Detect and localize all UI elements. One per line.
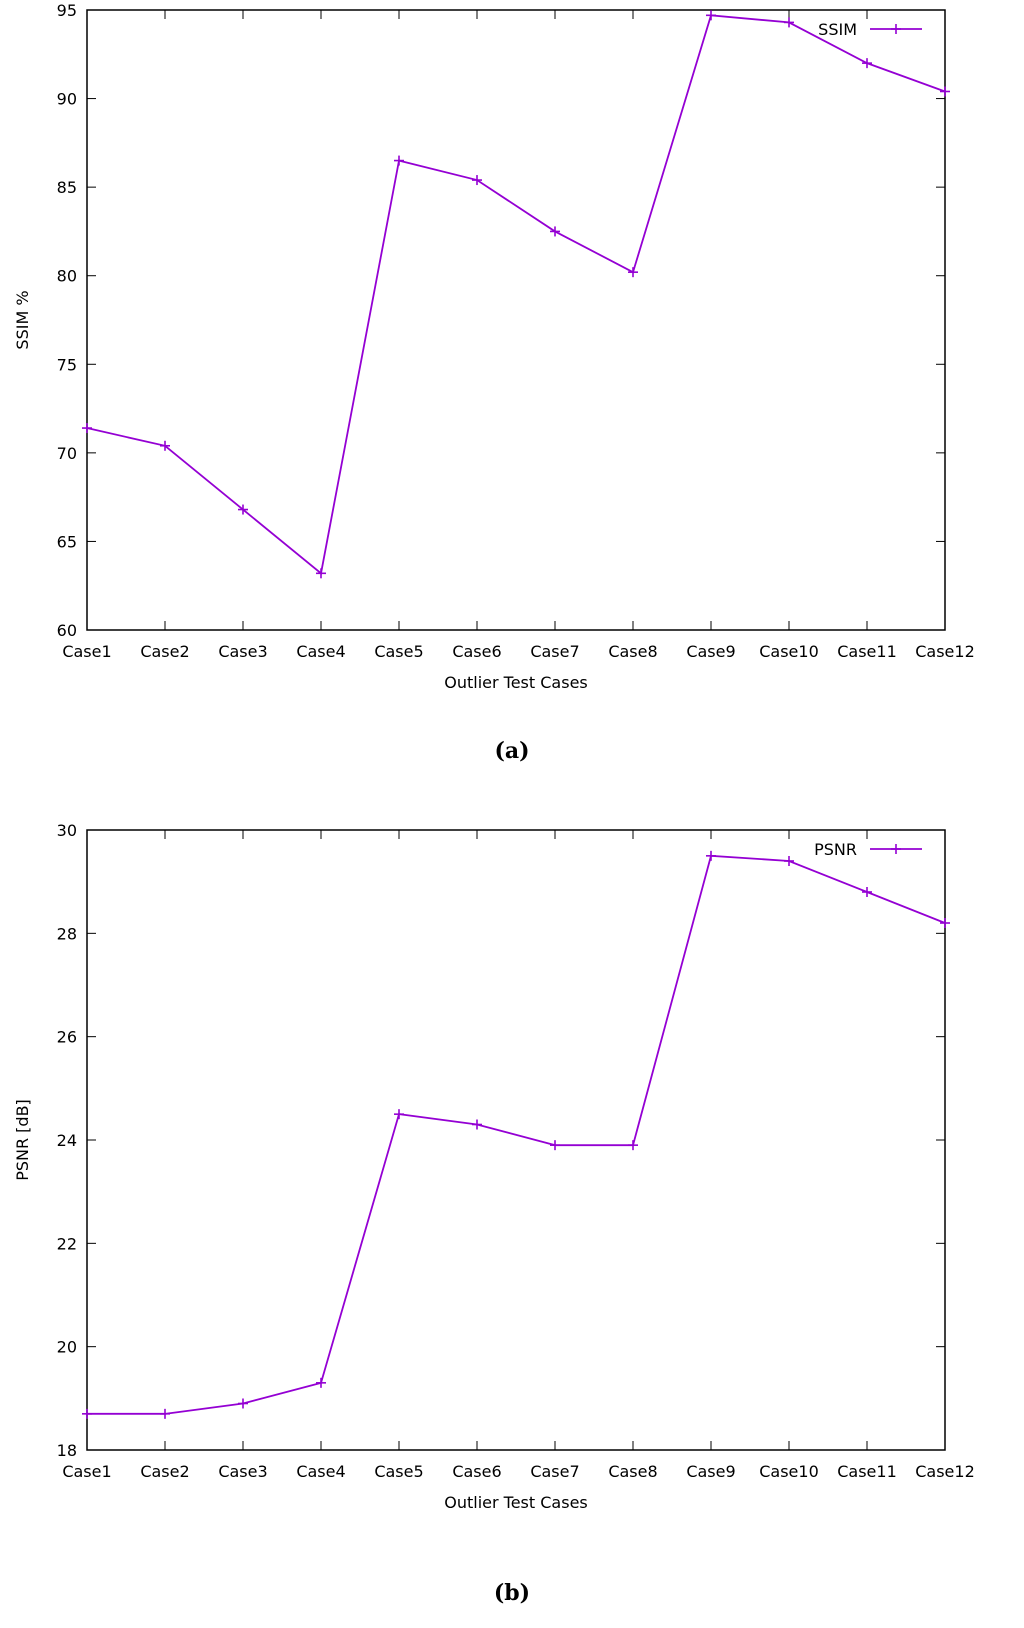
plot-frame bbox=[86, 9, 946, 631]
x-tick-label: Case9 bbox=[686, 642, 735, 661]
data-point bbox=[784, 856, 794, 866]
x-tick-label: Case11 bbox=[837, 1462, 897, 1481]
x-tick-label: Case12 bbox=[915, 642, 975, 661]
data-point bbox=[394, 1109, 404, 1120]
y-axis-label: PSNR [dB] bbox=[13, 1099, 32, 1181]
data-point bbox=[160, 1408, 170, 1419]
y-tick-label: 80 bbox=[57, 267, 77, 286]
y-tick-label: 85 bbox=[57, 178, 77, 197]
data-point bbox=[472, 1119, 482, 1130]
x-tick-label: Case8 bbox=[608, 642, 657, 661]
y-tick-label: 60 bbox=[57, 621, 77, 640]
x-tick-label: Case4 bbox=[296, 1462, 345, 1481]
plot-frame bbox=[86, 829, 946, 1451]
data-point bbox=[394, 155, 404, 166]
data-point bbox=[862, 887, 872, 897]
x-axis-label: Outlier Test Cases bbox=[444, 1493, 588, 1512]
x-tick-label: Case6 bbox=[452, 1462, 501, 1481]
y-tick-label: 65 bbox=[57, 532, 77, 551]
data-point bbox=[628, 267, 638, 278]
y-tick-label: 22 bbox=[57, 1234, 77, 1253]
data-point bbox=[862, 58, 872, 69]
legend-label: SSIM bbox=[818, 20, 857, 39]
x-tick-label: Case9 bbox=[686, 1462, 735, 1481]
y-tick-label: 26 bbox=[57, 1028, 77, 1047]
x-tick-label: Case3 bbox=[218, 642, 267, 661]
y-tick-label: 18 bbox=[57, 1441, 77, 1460]
data-point bbox=[940, 86, 950, 97]
x-tick-label: Case6 bbox=[452, 642, 501, 661]
legend-label: PSNR bbox=[814, 840, 857, 859]
caption-b: (b) bbox=[493, 1580, 531, 1606]
x-tick-label: Case3 bbox=[218, 1462, 267, 1481]
x-tick-label: Case10 bbox=[759, 1462, 819, 1481]
data-point bbox=[784, 17, 794, 28]
series-line-ssim bbox=[86, 14, 946, 575]
y-tick-label: 30 bbox=[57, 821, 77, 840]
y-tick-label: 90 bbox=[57, 90, 77, 109]
x-tick-label: Case1 bbox=[62, 1462, 111, 1481]
data-point bbox=[472, 175, 482, 186]
x-tick-label: Case1 bbox=[62, 642, 111, 661]
x-tick-label: Case5 bbox=[374, 642, 423, 661]
x-tick-label: Case11 bbox=[837, 642, 897, 661]
series-line-psnr bbox=[87, 854, 946, 1415]
x-tick-label: Case10 bbox=[759, 642, 819, 661]
data-point bbox=[706, 10, 716, 21]
legend-marker bbox=[870, 24, 922, 34]
x-tick-label: Case7 bbox=[530, 642, 579, 661]
y-tick-label: 75 bbox=[57, 355, 77, 374]
caption-a: (a) bbox=[494, 738, 530, 764]
data-point bbox=[82, 423, 92, 434]
y-tick-label: 20 bbox=[57, 1338, 77, 1357]
data-point bbox=[706, 850, 716, 861]
y-tick-label: 70 bbox=[57, 444, 77, 463]
data-point bbox=[238, 504, 248, 515]
legend-marker bbox=[870, 844, 922, 854]
x-tick-label: Case7 bbox=[530, 1462, 579, 1481]
psnr-chart: 18 20 22 24 26 28 30 Case1 Case2 Case3 Case4 Case5 C… bbox=[13, 821, 975, 1512]
ssim-chart: 60 65 70 75 80 85 90 95 Case1 Case2 Case3 Case4 Case… bbox=[13, 1, 975, 692]
y-axis-label: SSIM % bbox=[13, 290, 32, 349]
y-tick-label: 24 bbox=[57, 1131, 77, 1150]
y-tick-label: 95 bbox=[57, 1, 77, 20]
x-tick-label: Case2 bbox=[140, 642, 189, 661]
x-tick-label: Case4 bbox=[296, 642, 345, 661]
x-tick-label: Case8 bbox=[608, 1462, 657, 1481]
data-point bbox=[550, 226, 560, 237]
x-tick-label: Case12 bbox=[915, 1462, 975, 1481]
data-point bbox=[160, 440, 170, 451]
data-point bbox=[82, 1408, 92, 1419]
data-point bbox=[238, 1398, 248, 1409]
x-tick-label: Case5 bbox=[374, 1462, 423, 1481]
y-tick-label: 28 bbox=[57, 924, 77, 943]
x-tick-label: Case2 bbox=[140, 1462, 189, 1481]
x-axis-label: Outlier Test Cases bbox=[444, 673, 588, 692]
data-point bbox=[628, 1140, 638, 1151]
data-point bbox=[316, 568, 326, 579]
data-point bbox=[550, 1140, 560, 1151]
data-point bbox=[316, 1377, 326, 1388]
data-point bbox=[940, 918, 950, 928]
